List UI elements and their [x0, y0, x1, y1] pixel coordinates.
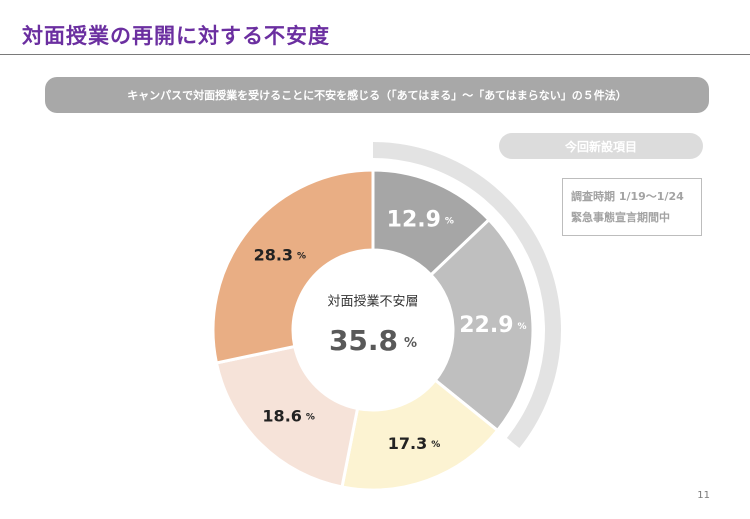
- slice-label-1: 12.9%: [387, 207, 454, 232]
- donut-slice-5: [211, 168, 375, 365]
- survey-info-box: 調査時期 1/19〜1/24 緊急事態宣言期間中: [562, 178, 702, 236]
- title-divider: [0, 54, 750, 55]
- slice-label-4: 18.6%: [262, 406, 315, 425]
- survey-period: 調査時期 1/19〜1/24: [571, 190, 684, 203]
- slice-label-2: 22.9%: [459, 313, 526, 338]
- page-title: 対面授業の再開に対する不安度: [22, 24, 330, 48]
- donut-slice-2: [428, 217, 535, 433]
- slice-label-5: 28.3%: [254, 245, 307, 264]
- question-text: キャンパスで対面授業を受けることに不安を感じる（「あてはまる」〜「あてはまらない…: [127, 89, 627, 102]
- new-item-badge: 今回新設項目: [499, 133, 703, 159]
- emergency-period: 緊急事態宣言期間中: [571, 211, 670, 224]
- new-item-badge-label: 今回新設項目: [564, 139, 637, 154]
- donut-slice-3: [340, 378, 500, 492]
- donut-slice-4: [214, 344, 360, 489]
- center-value: 35.8%: [329, 324, 417, 357]
- question-banner: キャンパスで対面授業を受けることに不安を感じる（「あてはまる」〜「あてはまらない…: [45, 77, 709, 113]
- page-number: 11: [697, 490, 710, 501]
- center-label: 対面授業不安層: [327, 294, 418, 310]
- new-items-highlight-arc: [373, 142, 561, 449]
- slice-label-3: 17.3%: [388, 433, 441, 452]
